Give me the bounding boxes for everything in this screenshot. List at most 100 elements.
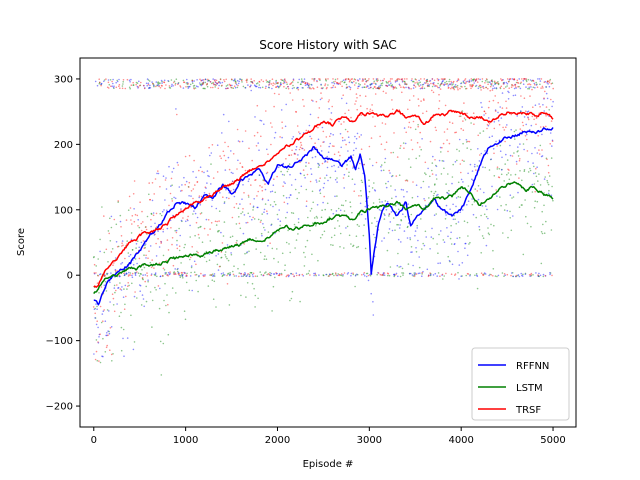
score-point-lstm (179, 276, 182, 279)
score-point-rffnn (466, 80, 469, 83)
score-point-rffnn (513, 87, 516, 90)
score-point-lstm (127, 209, 130, 211)
score-point-rffnn (388, 213, 391, 215)
score-point-trsf (523, 97, 526, 99)
score-point-trsf (406, 78, 408, 80)
score-point-rffnn (495, 87, 498, 89)
score-point-rffnn (492, 148, 495, 150)
score-point-trsf (143, 87, 146, 90)
score-point-trsf (213, 83, 215, 86)
score-point-rffnn (189, 224, 191, 227)
score-point-lstm (444, 81, 446, 84)
score-point-trsf (153, 193, 155, 195)
score-point-rffnn (315, 181, 318, 183)
score-point-trsf (466, 272, 469, 275)
score-point-trsf (246, 81, 248, 83)
score-point-lstm (195, 273, 198, 276)
score-point-lstm (453, 85, 456, 88)
score-point-lstm (438, 233, 440, 236)
score-point-lstm (200, 212, 203, 214)
score-point-trsf (270, 83, 273, 85)
score-point-trsf (516, 81, 519, 84)
score-point-trsf (204, 275, 206, 277)
score-point-rffnn (275, 81, 277, 83)
score-point-trsf (187, 215, 189, 218)
score-point-rffnn (278, 272, 281, 275)
score-point-trsf (259, 184, 261, 187)
score-point-lstm (96, 305, 98, 308)
score-point-lstm (391, 174, 394, 177)
score-point-rffnn (529, 79, 532, 81)
score-point-rffnn (191, 80, 194, 83)
score-point-lstm (410, 246, 413, 248)
score-point-lstm (96, 359, 99, 362)
score-point-lstm (529, 167, 531, 170)
score-point-lstm (282, 194, 285, 197)
score-point-lstm (510, 174, 512, 176)
score-point-trsf (321, 162, 324, 165)
score-point-lstm (292, 84, 294, 87)
score-point-trsf (220, 251, 223, 253)
score-point-trsf (405, 83, 408, 86)
score-point-trsf (261, 197, 264, 200)
score-point-rffnn (283, 79, 286, 81)
score-point-lstm (425, 173, 427, 176)
score-point-trsf (209, 81, 212, 83)
score-point-lstm (409, 166, 412, 168)
score-point-lstm (287, 229, 289, 232)
score-point-lstm (325, 78, 327, 81)
score-point-rffnn (94, 80, 97, 83)
score-point-rffnn (167, 80, 169, 82)
score-point-trsf (336, 78, 339, 80)
score-point-lstm (222, 235, 225, 237)
score-point-lstm (375, 79, 378, 81)
score-point-rffnn (276, 85, 279, 87)
score-point-trsf (540, 78, 543, 80)
score-point-lstm (450, 224, 452, 227)
legend-label-trsf: TRSF (515, 405, 541, 416)
score-point-trsf (306, 82, 309, 85)
score-point-trsf (186, 275, 188, 277)
score-point-trsf (399, 145, 402, 147)
score-point-lstm (92, 256, 95, 259)
score-point-trsf (327, 78, 329, 80)
score-point-trsf (212, 86, 214, 89)
score-point-trsf (283, 85, 285, 88)
score-point-trsf (340, 273, 343, 275)
score-point-rffnn (503, 81, 506, 84)
score-point-lstm (391, 84, 394, 86)
score-point-lstm (426, 78, 429, 81)
score-point-trsf (277, 82, 279, 84)
score-point-rffnn (273, 137, 276, 139)
score-point-trsf (428, 274, 430, 277)
score-point-rffnn (471, 170, 474, 172)
score-point-trsf (137, 86, 140, 88)
score-point-trsf (373, 86, 376, 88)
score-point-trsf (111, 80, 113, 83)
score-point-lstm (126, 288, 128, 290)
score-point-rffnn (464, 247, 466, 249)
score-point-lstm (215, 306, 217, 308)
score-point-trsf (268, 84, 270, 86)
score-point-rffnn (244, 272, 246, 274)
score-point-rffnn (216, 82, 218, 85)
score-point-rffnn (259, 119, 262, 122)
score-point-trsf (268, 82, 271, 84)
score-point-lstm (208, 259, 211, 262)
score-point-lstm (486, 81, 489, 83)
score-point-rffnn (467, 172, 469, 175)
score-point-trsf (367, 274, 370, 277)
score-point-lstm (157, 83, 160, 85)
score-point-trsf (285, 158, 287, 160)
score-point-trsf (353, 84, 356, 86)
score-point-lstm (200, 225, 202, 228)
score-point-lstm (417, 84, 420, 86)
score-point-trsf (408, 99, 411, 101)
score-point-lstm (171, 287, 174, 289)
score-point-lstm (188, 289, 191, 292)
score-point-lstm (191, 79, 193, 82)
score-point-trsf (308, 87, 311, 90)
score-point-trsf (358, 195, 360, 197)
score-point-lstm (287, 168, 290, 171)
score-point-trsf (462, 120, 464, 122)
